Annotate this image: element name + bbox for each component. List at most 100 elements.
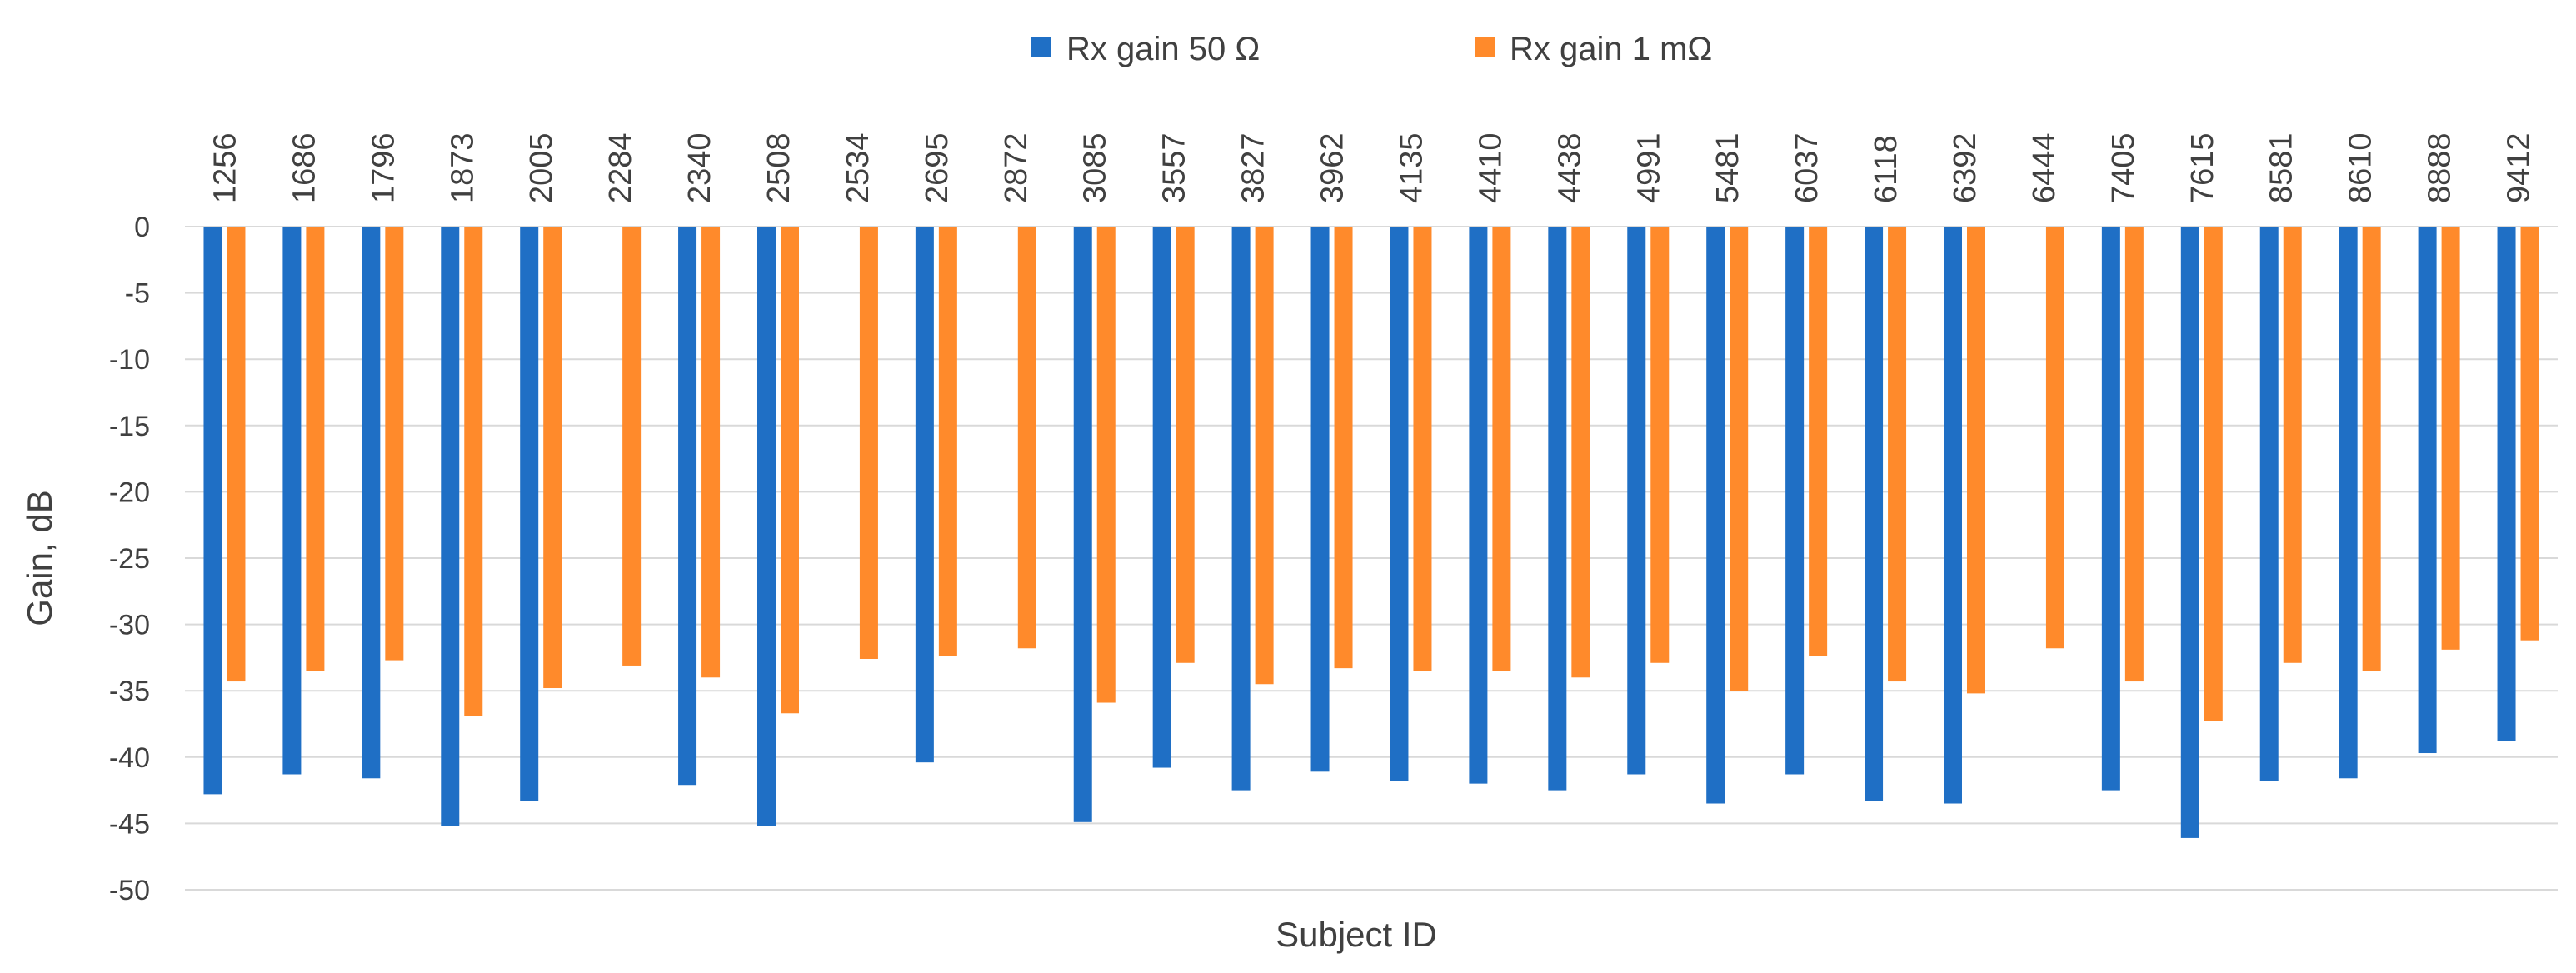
x-tick-label: 9412 bbox=[2502, 132, 2537, 203]
x-tick-label: 4410 bbox=[1473, 132, 1508, 203]
bar-rx-gain-1-milliohm bbox=[1096, 227, 1116, 703]
gridlines bbox=[185, 226, 2558, 891]
x-tick-label: 6118 bbox=[1869, 135, 1904, 203]
bar-rx-gain-50-ohm bbox=[1865, 227, 1884, 801]
bar-rx-gain-50-ohm bbox=[2180, 227, 2199, 838]
y-tick-label: -35 bbox=[109, 676, 150, 707]
bar-rx-gain-1-milliohm bbox=[464, 227, 483, 716]
bar-rx-gain-50-ohm bbox=[2497, 227, 2516, 741]
x-tick-label: 8888 bbox=[2423, 132, 2458, 203]
bar-rx-gain-1-milliohm bbox=[781, 227, 799, 714]
y-tick-label: -15 bbox=[109, 411, 150, 442]
bar-rx-gain-50-ohm bbox=[1152, 227, 1171, 768]
x-tick-label: 2872 bbox=[999, 132, 1034, 203]
x-axis-ticks: 1256 1686 1796 1873 2005 2284 2340 2508 2534 2695… bbox=[207, 132, 2536, 203]
legend[interactable]: Rx gain 50 Ω Rx gain 1 mΩ bbox=[1031, 31, 1712, 67]
bar-rx-gain-50-ohm bbox=[520, 227, 539, 801]
x-tick-label: 1686 bbox=[287, 132, 322, 203]
bar-rx-gain-50-ohm bbox=[1548, 227, 1567, 791]
bar-rx-gain-1-milliohm bbox=[1413, 227, 1432, 671]
x-tick-label: 6037 bbox=[1790, 132, 1825, 203]
y-tick-label: -30 bbox=[109, 610, 150, 641]
x-tick-label: 8610 bbox=[2344, 132, 2379, 203]
bar-rx-gain-1-milliohm bbox=[2520, 227, 2539, 641]
bar-rx-gain-1-milliohm bbox=[2441, 227, 2460, 650]
x-tick-label: 6392 bbox=[1948, 132, 1983, 203]
bar-rx-gain-50-ohm bbox=[1944, 227, 1962, 804]
x-tick-label: 1256 bbox=[207, 132, 242, 203]
bar-rx-gain-1-milliohm bbox=[1967, 227, 1985, 694]
bar-rx-gain-1-milliohm bbox=[306, 227, 325, 671]
bar-rx-gain-50-ohm bbox=[203, 227, 222, 795]
x-tick-label: 1796 bbox=[366, 132, 401, 203]
bar-rx-gain-1-milliohm bbox=[1017, 227, 1036, 649]
bar-rx-gain-50-ohm bbox=[757, 227, 776, 826]
x-tick-label: 2695 bbox=[920, 132, 955, 203]
x-tick-label: 3962 bbox=[1315, 132, 1350, 203]
legend-label: Rx gain 50 Ω bbox=[1066, 31, 1260, 67]
bar-rx-gain-1-milliohm bbox=[227, 227, 246, 682]
bar-rx-gain-50-ohm bbox=[1231, 227, 1251, 791]
bar-rx-gain-1-milliohm bbox=[2045, 227, 2064, 649]
bar-rx-gain-50-ohm bbox=[1706, 227, 1725, 804]
x-tick-label: 3557 bbox=[1157, 132, 1192, 203]
bar-rx-gain-1-milliohm bbox=[701, 227, 721, 678]
x-tick-label: 7615 bbox=[2185, 132, 2220, 203]
bar-rx-gain-50-ohm bbox=[1073, 227, 1092, 822]
bar-rx-gain-1-milliohm bbox=[859, 227, 878, 659]
bar-rx-gain-50-ohm bbox=[915, 227, 934, 763]
y-tick-label: -45 bbox=[109, 808, 150, 840]
bar-rx-gain-50-ohm bbox=[1310, 227, 1330, 772]
bar-rx-gain-50-ohm bbox=[2418, 227, 2437, 754]
x-tick-label: 7405 bbox=[2106, 132, 2141, 203]
x-tick-label: 5481 bbox=[1710, 132, 1745, 203]
bar-rx-gain-50-ohm bbox=[678, 227, 697, 786]
bar-rx-gain-1-milliohm bbox=[543, 227, 562, 689]
bar-rx-gain-50-ohm bbox=[2339, 227, 2358, 779]
bar-rx-gain-50-ohm bbox=[1785, 227, 1805, 775]
y-tick-label: -25 bbox=[109, 543, 150, 575]
bar-rx-gain-1-milliohm bbox=[1571, 227, 1590, 678]
legend-item[interactable]: Rx gain 1 mΩ bbox=[1475, 31, 1712, 67]
x-axis-title: Subject ID bbox=[1276, 915, 1437, 954]
x-tick-label: 8581 bbox=[2264, 132, 2299, 203]
x-tick-label: 2284 bbox=[603, 132, 638, 203]
x-tick-label: 6444 bbox=[2027, 132, 2062, 203]
bar-rx-gain-50-ohm bbox=[1469, 227, 1488, 784]
bar-rx-gain-1-milliohm bbox=[1730, 227, 1749, 691]
bar-rx-gain-50-ohm bbox=[282, 227, 302, 775]
bar-rx-gain-1-milliohm bbox=[1888, 227, 1907, 682]
bar-rx-gain-50-ohm bbox=[441, 227, 460, 826]
bar-rx-gain-50-ohm bbox=[2259, 227, 2279, 781]
bar-rx-gain-1-milliohm bbox=[2204, 227, 2223, 721]
bar-rx-gain-1-milliohm bbox=[2124, 227, 2144, 682]
bar-rx-gain-1-milliohm bbox=[1176, 227, 1195, 663]
x-tick-label: 2508 bbox=[761, 132, 796, 203]
legend-swatch bbox=[1031, 37, 1051, 57]
y-tick-label: -20 bbox=[109, 477, 150, 508]
bars bbox=[203, 227, 2539, 838]
x-tick-label: 4438 bbox=[1552, 132, 1587, 203]
x-tick-label: 2534 bbox=[841, 132, 876, 203]
y-tick-label: 0 bbox=[134, 212, 150, 243]
y-axis-title: Gain, dB bbox=[20, 490, 59, 626]
legend-item[interactable]: Rx gain 50 Ω bbox=[1031, 31, 1260, 67]
x-tick-label: 2005 bbox=[524, 132, 559, 203]
bar-rx-gain-1-milliohm bbox=[1650, 227, 1670, 663]
bar-rx-gain-1-milliohm bbox=[1809, 227, 1828, 656]
bar-rx-gain-50-ohm bbox=[1390, 227, 1409, 781]
y-tick-label: -40 bbox=[109, 742, 150, 774]
x-tick-label: 4135 bbox=[1394, 132, 1429, 203]
x-tick-label: 1873 bbox=[445, 132, 480, 203]
y-tick-label: -5 bbox=[125, 278, 150, 310]
bar-rx-gain-1-milliohm bbox=[2362, 227, 2381, 671]
bar-rx-gain-1-milliohm bbox=[385, 227, 404, 661]
bar-rx-gain-1-milliohm bbox=[1492, 227, 1511, 671]
bar-rx-gain-50-ohm bbox=[2101, 227, 2120, 791]
x-tick-label: 3827 bbox=[1236, 132, 1271, 203]
x-tick-label: 3085 bbox=[1078, 132, 1113, 203]
y-axis-ticks: 0 -5 -10 -15 -20 -25 -30 -35 -40 -45 -50 bbox=[109, 212, 150, 906]
legend-swatch bbox=[1475, 37, 1495, 57]
